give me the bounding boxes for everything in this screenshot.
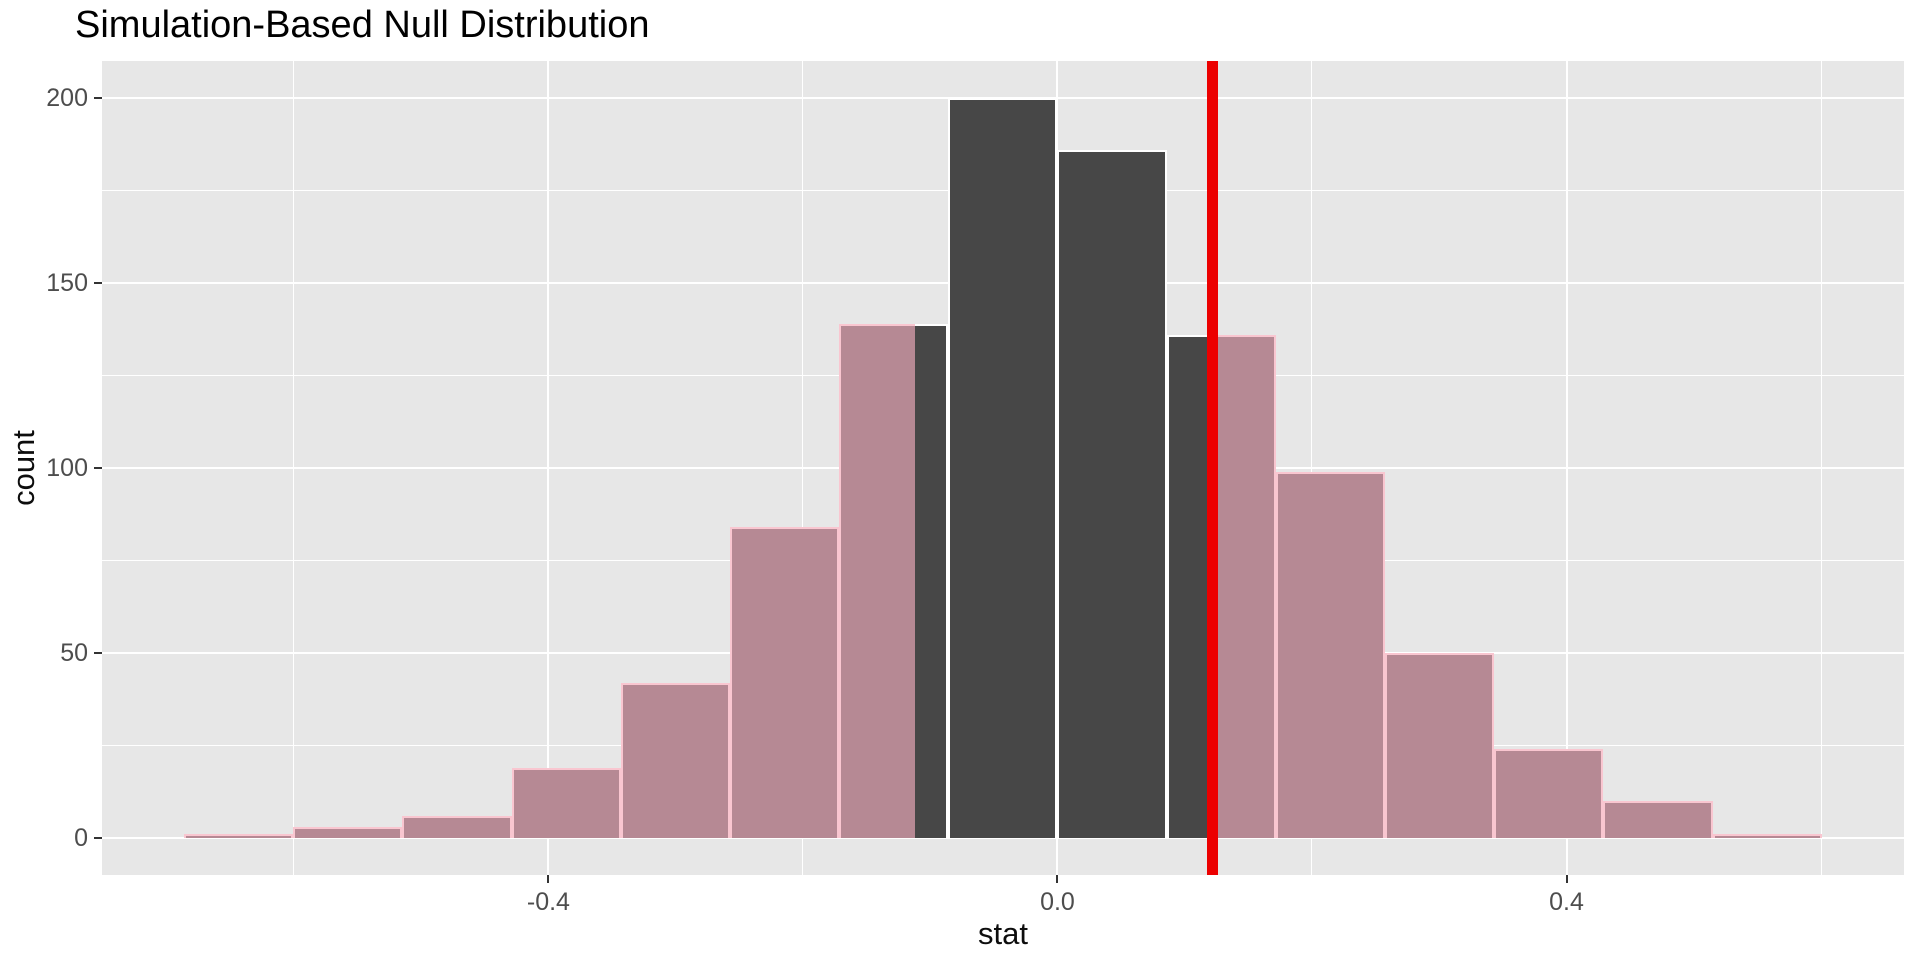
histogram-bar-shaded	[1603, 801, 1713, 838]
y-axis-title: count	[6, 430, 41, 506]
y-tick-label: 200	[46, 84, 88, 112]
plot-title: Simulation-Based Null Distribution	[75, 4, 650, 46]
y-tick-label: 0	[74, 824, 88, 852]
histogram-bar	[914, 323, 949, 838]
x-major-gridline	[1565, 61, 1568, 875]
histogram-bar-shaded	[1212, 334, 1276, 838]
y-tick-label: 100	[46, 454, 88, 482]
y-major-gridline	[102, 837, 1904, 839]
histogram-bar	[948, 98, 1058, 838]
x-axis-title: stat	[978, 916, 1028, 951]
histogram-bar	[1057, 149, 1167, 838]
x-tick-mark	[1565, 875, 1568, 883]
y-tick-label: 150	[46, 269, 88, 297]
x-tick-mark	[1056, 875, 1059, 883]
histogram-bar-shaded	[402, 815, 512, 838]
plot-panel	[102, 61, 1904, 875]
y-tick-mark	[94, 652, 102, 654]
y-tick-mark	[94, 467, 102, 469]
histogram-bar-shaded	[1494, 749, 1604, 838]
x-tick-mark	[547, 875, 550, 883]
histogram-bar-shaded	[839, 323, 915, 838]
histogram-bar-shaded	[729, 527, 840, 838]
histogram-bar-shaded	[1275, 471, 1386, 838]
observed-stat-line	[1207, 61, 1219, 875]
y-tick-label: 50	[60, 639, 88, 667]
y-tick-mark	[94, 837, 102, 839]
histogram-bar-shaded	[620, 682, 730, 838]
x-major-gridline	[547, 61, 550, 875]
y-tick-mark	[94, 97, 102, 99]
histogram-bar-shaded	[511, 767, 621, 838]
x-tick-label: 0.4	[1549, 888, 1584, 916]
histogram-bar-shaded	[1385, 653, 1495, 838]
x-tick-label: 0.0	[1040, 888, 1075, 916]
histogram-bar	[1166, 334, 1213, 838]
histogram-bar-shaded	[183, 834, 294, 838]
x-tick-label: -0.4	[526, 888, 570, 916]
histogram-bar-shaded	[293, 826, 403, 838]
y-tick-mark	[94, 282, 102, 284]
histogram-bar-shaded	[1712, 834, 1822, 838]
